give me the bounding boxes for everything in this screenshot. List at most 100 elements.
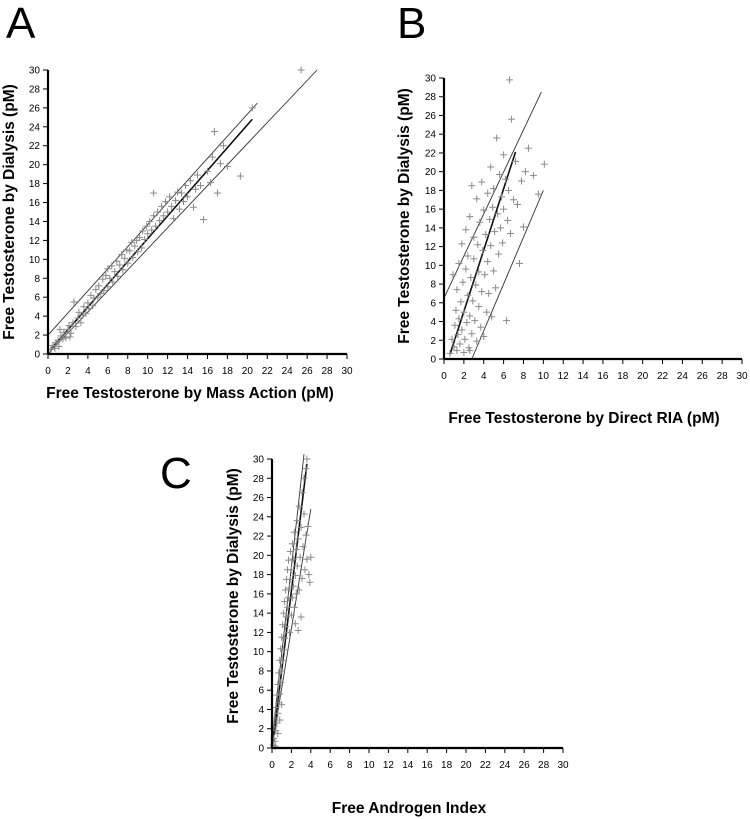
panel-c-data-point [273,691,281,699]
panel-b-data-point [451,321,459,329]
panel-c-data-point [287,611,295,619]
panel-a-data-point [70,298,78,306]
panel-letter-a: A [6,0,36,48]
panel-b-data-point [453,347,461,355]
panel-a-x-tick-label: 30 [341,366,353,377]
panel-b-data-point [480,333,488,341]
panel-a-data-point [60,328,68,336]
panel-b-y-tick-label: 4 [430,317,436,328]
panel-a-y-tick-label: 14 [29,217,41,228]
panel-c-y-tick-label: 24 [253,512,265,523]
panel-a-data-point [106,274,114,282]
panel-a-data-point [56,325,64,333]
panel-c-data-point [284,556,292,564]
panel-b-x-tick-label: 18 [617,371,629,382]
panel-c-data-point [300,474,308,482]
panel-a-data-point [123,246,131,254]
panel-b-x-tick-label: 8 [521,371,527,382]
panel-b-y-tick-label: 2 [430,336,436,347]
panel-b-data-point [508,115,516,123]
panel-c-y-axis-title: Free Testosterone by Dialysis (pM) [225,468,242,724]
panel-b-data-point [455,315,463,323]
panel-b-data-point [466,347,474,355]
panel-c-data-point [304,522,312,530]
panel-b-data-point [483,308,491,316]
panel-a-data-point [168,202,176,210]
panel-c-data-point [303,455,311,463]
panel-a-data-point [178,189,186,197]
panel-a-data-point [133,236,141,244]
panel-b-data-point [510,196,518,204]
panel-b-data-point [472,281,480,289]
panel-c-data-point [302,465,310,473]
panel-a-data-point [55,342,63,350]
panel-b-data-point [462,226,470,234]
panel-a-data-point [150,212,158,220]
panel-b-data-point [463,318,471,326]
panel-letter-c: C [160,449,192,498]
panel-a-data-point [69,319,77,327]
panel-b-x-tick-label: 30 [736,371,748,382]
panel-b-data-point [450,343,458,351]
panel-b-data-point [496,170,504,178]
panel-b-data-point [448,335,456,343]
panel-b-data-point [473,195,481,203]
panel-a-data-point [174,188,182,196]
panel-c-y-tick-label: 26 [253,493,265,504]
panel-a-data-point [180,198,188,206]
panel-b-data-point [467,274,475,282]
panel-b-data-point [466,312,474,320]
panel-b-data-point [486,215,494,223]
panel-c-data-point [306,578,314,586]
panel-a-data-point [116,261,124,269]
panel-a-data-point [248,104,256,112]
panel-a-data-point [196,181,204,189]
panel-c-data-point [288,594,296,602]
panel-b-data-point [500,151,508,159]
panel-a-data-point [92,286,100,294]
panel-a-data-point [118,251,126,259]
panel-a-data-point [90,294,98,302]
panel-b-y-tick-label: 30 [425,74,437,85]
panel-c-data-point [281,634,289,642]
panel-b-data-point [449,271,457,279]
panel-b-data-point [534,190,542,198]
panel-c-x-tick-label: 28 [538,760,550,771]
panel-c-data-point [307,553,315,561]
panel-c-data-point [290,603,298,611]
panel-c-data-point [298,489,306,497]
panel-b-data-point [470,233,478,241]
panel-a-x-tick-label: 14 [182,366,194,377]
panel-b-data-point [461,335,469,343]
panel-b-data-point [455,259,463,267]
panel-b-y-tick-label: 0 [430,355,436,366]
panel-a-data-point [136,234,144,242]
panel-a-y-tick-label: 10 [29,255,41,266]
panel-a-data-point [154,208,162,216]
panel-b-data-point [489,203,497,211]
panel-c-x-tick-label: 6 [327,760,333,771]
panel-b-x-tick-label: 24 [677,371,689,382]
panel-a-data-point [223,163,231,171]
panel-b-data-point [475,268,483,276]
panel-b-y-axis-title: Free Testosterone by Dialysis (pM) [396,88,413,344]
panel-b-y-tick-label: 28 [425,92,437,103]
panel-c-data-point [289,582,297,590]
panel-a-data-point [206,179,214,187]
panel-c-y-tick-label: 14 [253,609,265,620]
panel-a-data-point [111,268,119,276]
panel-c-y-tick-label: 20 [253,551,265,562]
panel-a-data-point [134,248,142,256]
panel-c-data-point [280,609,288,617]
panel-a-data-point [128,238,136,246]
panel-a-y-tick-label: 30 [29,66,41,77]
panel-b-data-point [478,178,486,186]
panel-c-data-point [277,645,285,653]
panel-c-data-point [292,590,300,598]
panel-a-data-point [164,208,172,216]
panel-c-data-point [302,531,310,539]
panel-a-data-point [102,271,110,279]
panel-b-data-point [491,228,499,236]
panel-b-y-tick-label: 16 [425,205,437,216]
panel-c-y-tick-label: 16 [253,589,265,600]
